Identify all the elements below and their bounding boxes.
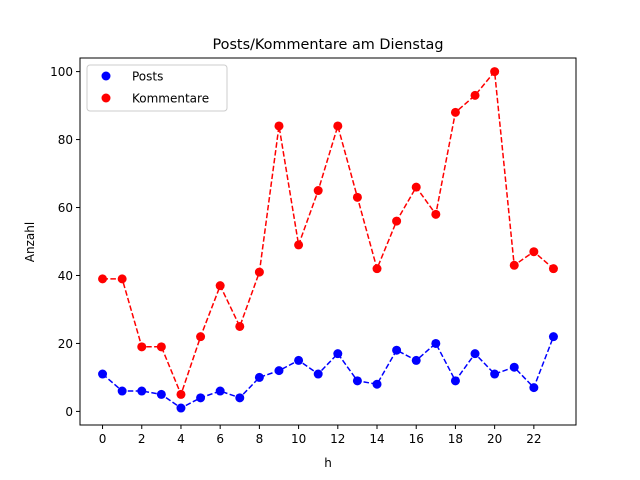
data-point [529, 383, 539, 393]
series-posts [98, 332, 558, 413]
y-tick-label: 100 [50, 65, 73, 79]
data-point [392, 345, 402, 355]
data-point [411, 355, 421, 365]
data-point [333, 349, 343, 359]
x-tick-label: 6 [216, 432, 224, 446]
data-point [294, 240, 304, 250]
y-tick-label: 40 [58, 269, 73, 283]
data-point [392, 216, 402, 226]
data-point [98, 274, 108, 284]
data-point [137, 386, 147, 396]
data-point [509, 260, 519, 270]
data-point [509, 362, 519, 372]
data-point [431, 209, 441, 219]
data-point [254, 267, 264, 277]
data-point [215, 386, 225, 396]
data-point [548, 264, 558, 274]
data-point [352, 376, 362, 386]
data-point [490, 67, 500, 77]
data-point [196, 332, 206, 342]
legend-marker [101, 93, 111, 103]
series-line [102, 336, 555, 409]
data-point [117, 386, 127, 396]
y-tick-label: 0 [65, 405, 73, 419]
data-point [137, 342, 147, 352]
y-tick-label: 20 [58, 337, 73, 351]
data-point [372, 379, 382, 389]
data-point [294, 355, 304, 365]
legend-label: Kommentare [132, 92, 209, 106]
data-point [411, 182, 421, 192]
x-tick-label: 18 [448, 432, 463, 446]
x-tick-label: 14 [369, 432, 384, 446]
y-axis: 0 20 40 60 80 100 [50, 65, 80, 419]
data-point [450, 107, 460, 117]
data-point [176, 389, 186, 399]
legend-marker [101, 71, 111, 81]
data-point [313, 186, 323, 196]
y-tick-label: 60 [58, 201, 73, 215]
legend-label: Posts [132, 70, 163, 84]
data-point [254, 372, 264, 382]
x-tick-label: 0 [99, 432, 107, 446]
y-tick-label: 80 [58, 133, 73, 147]
data-point [156, 342, 166, 352]
data-point [196, 393, 206, 403]
plot-frame [79, 57, 577, 426]
data-point [529, 247, 539, 257]
x-axis-label: h [324, 456, 332, 470]
data-point [352, 192, 362, 202]
chart-title: Posts/Kommentare am Dienstag [212, 37, 443, 53]
data-point [156, 389, 166, 399]
data-point [548, 332, 558, 342]
x-tick-label: 2 [138, 432, 146, 446]
legend: Posts Kommentare [86, 64, 228, 112]
data-point [117, 274, 127, 284]
x-tick-label: 16 [409, 432, 424, 446]
data-point [431, 338, 441, 348]
data-point [470, 349, 480, 359]
y-axis-label: Anzahl [23, 222, 37, 262]
data-point [274, 121, 284, 131]
x-tick-label: 22 [526, 432, 541, 446]
x-axis: 0 2 4 6 8 10 12 14 16 18 20 22 [99, 425, 541, 446]
data-point [450, 376, 460, 386]
data-point [235, 321, 245, 331]
data-point [98, 369, 108, 379]
x-tick-label: 10 [291, 432, 306, 446]
series-kommentare [98, 67, 558, 399]
data-point [235, 393, 245, 403]
data-point [313, 369, 323, 379]
x-tick-label: 8 [256, 432, 264, 446]
x-tick-label: 4 [177, 432, 185, 446]
data-point [215, 281, 225, 291]
data-point [470, 90, 480, 100]
series-line [102, 69, 554, 397]
data-point [490, 369, 500, 379]
plot-area [98, 67, 558, 413]
data-point [372, 264, 382, 274]
x-tick-label: 12 [330, 432, 345, 446]
x-tick-label: 20 [487, 432, 502, 446]
data-point [176, 403, 186, 413]
data-point [274, 366, 284, 376]
legend-box [86, 64, 228, 112]
data-point [333, 121, 343, 131]
